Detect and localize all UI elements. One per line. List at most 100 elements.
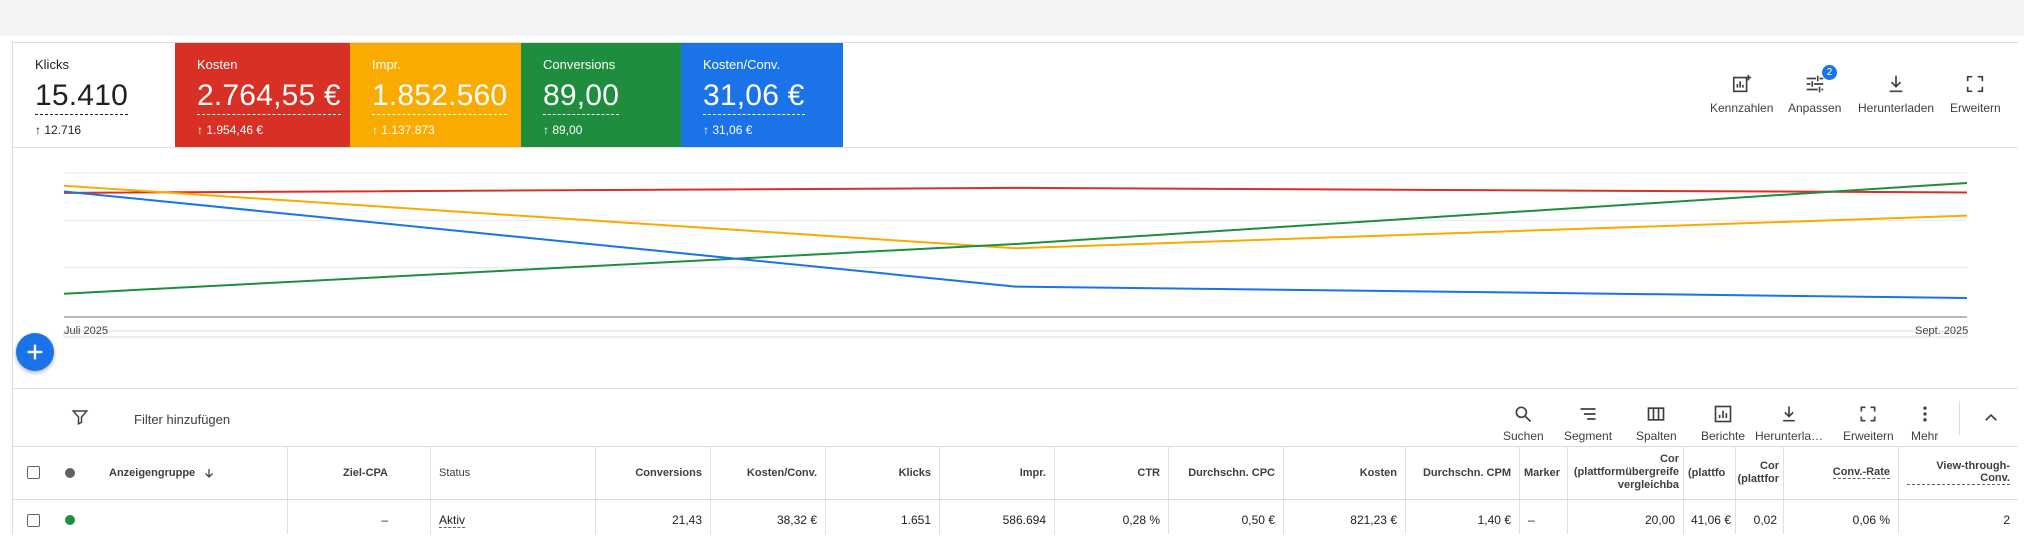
header-conv-value-cross-platform[interactable]: Cor (plattfor (1736, 446, 1784, 499)
header-marker[interactable]: Marker (1520, 446, 1568, 499)
filter-bar: Filter hinzufügen Suchen Segment Spalten… (13, 388, 2018, 447)
row-cost-per-conversion: 38,32 € (711, 500, 826, 534)
download-icon (1889, 75, 1903, 93)
collapse-chevron-icon[interactable] (1982, 409, 2000, 427)
search-button[interactable]: Suchen (1503, 404, 1544, 443)
scorecard-value: 15.410 (35, 78, 128, 115)
header-avg-cpc[interactable]: Durchschn. CPC (1169, 446, 1284, 499)
row-status[interactable]: Aktiv (431, 500, 596, 534)
series-line-conversions[interactable] (63, 181, 1968, 295)
scorecard-impressions[interactable]: Impr. 1.852.560 ↑ 1.137.873 (350, 43, 521, 147)
row-impressions: 586.694 (940, 500, 1055, 534)
row-marker: – (1520, 500, 1568, 534)
expand-icon (1860, 406, 1876, 422)
series-line-kosten-conv-[interactable] (63, 190, 1968, 299)
header-view-through-conversions[interactable]: View-through-Conv. (1899, 446, 2018, 499)
metrics-button[interactable]: Kennzahlen (1710, 73, 1773, 115)
more-icon (1923, 406, 1927, 422)
segment-button[interactable]: Segment (1564, 404, 1612, 443)
row-cost-cross-platform: 41,06 € (1684, 500, 1736, 534)
header-status-dot-cell (65, 446, 95, 499)
header-cost-per-conversion[interactable]: Kosten/Conv. (711, 446, 826, 499)
segment-icon (1580, 408, 1596, 420)
expand-label: Erweitern (1950, 101, 2001, 115)
sort-arrow-down-icon (205, 468, 214, 478)
columns-icon (1648, 407, 1665, 421)
top-strip (0, 0, 2024, 36)
scorecard-value: 89,00 (543, 78, 620, 115)
download-table-button[interactable]: Herunterla… (1755, 404, 1823, 443)
header-line: vergleichba (1617, 479, 1679, 491)
header-impressions[interactable]: Impr. (940, 446, 1055, 499)
toolbar-label: Herunterla… (1755, 429, 1824, 443)
row-avg-cpc: 0,50 € (1169, 500, 1284, 534)
row-ctr: 0,28 % (1055, 500, 1169, 534)
scorecard-delta: ↑ 1.954,46 € (197, 123, 264, 137)
scorecard-label: Kosten/Conv. (703, 57, 781, 72)
header-conversion-rate[interactable]: Conv.-Rate (1784, 446, 1899, 499)
toolbar-label: Erweitern (1843, 429, 1894, 443)
metrics-label: Kennzahlen (1710, 101, 1774, 115)
tune-icon (1806, 75, 1823, 93)
header-line: (plattformübergreife (1573, 466, 1679, 478)
scorecard-delta: ↑ 12.716 (35, 123, 82, 137)
series-line-kosten[interactable] (63, 186, 1968, 194)
status-dot-icon (65, 515, 75, 525)
scorecard-label: Klicks (35, 57, 69, 72)
header-status[interactable]: Status (431, 446, 596, 499)
adjust-label: Anpassen (1788, 101, 1842, 115)
scorecard-conversions[interactable]: Conversions 89,00 ↑ 89,00 (521, 43, 681, 147)
toolbar-divider (1959, 401, 1960, 435)
header-avg-cpm[interactable]: Durchschn. CPM (1406, 446, 1520, 499)
header-adgroup[interactable]: Anzeigengruppe (95, 446, 288, 499)
adjust-button[interactable]: 2 Anpassen (1788, 65, 1842, 115)
more-button[interactable]: Mehr (1911, 404, 1938, 443)
add-filter-link[interactable]: Filter hinzufügen (134, 412, 231, 427)
add-fab-button[interactable] (16, 333, 54, 371)
date-range-bar[interactable] (63, 330, 1968, 338)
reports-icon (1714, 405, 1732, 423)
scorecard-clicks[interactable]: Klicks 15.410 ↑ 12.716 (13, 43, 175, 147)
download-chart-button[interactable]: Herunterladen (1858, 73, 1934, 115)
row-clicks: 1.651 (826, 500, 940, 534)
scorecard-value: 1.852.560 (372, 78, 508, 115)
reports-button[interactable]: Berichte (1701, 404, 1745, 443)
scorecards: Klicks 15.410 ↑ 12.716 Kosten 2.764,55 €… (13, 43, 2018, 148)
row-conv-value-cross-platform: 0,02 (1736, 500, 1784, 534)
scorecard-label: Conversions (543, 57, 616, 72)
toolbar-label: Segment (1564, 429, 1613, 443)
filter-icon[interactable] (71, 408, 89, 426)
table-row[interactable]: – Aktiv 21,43 38,32 € 1.651 586.694 0,28… (13, 500, 2018, 534)
status-dot-icon (65, 467, 75, 478)
row-conversions-cross-platform: 20,00 (1568, 500, 1684, 534)
header-target-cpa[interactable]: Ziel-CPA (288, 446, 431, 499)
scorecard-delta: ↑ 89,00 (543, 123, 583, 137)
header-adgroup-label: Anzeigengruppe (109, 466, 196, 479)
scorecard-delta: ↑ 31,06 € (703, 123, 753, 137)
header-conversions[interactable]: Conversions (596, 446, 711, 499)
row-adgroup[interactable] (95, 500, 288, 534)
header-conversions-cross-platform[interactable]: Cor (plattformübergreife vergleichba (1568, 446, 1684, 499)
series-line-impr-[interactable] (63, 184, 1968, 250)
scorecard-cost[interactable]: Kosten 2.764,55 € ↑ 1.954,46 € (175, 43, 350, 147)
table-header: Anzeigengruppe Ziel-CPA Status Conversio… (13, 446, 2018, 500)
expand-icon (1967, 75, 1984, 93)
expand-chart-button[interactable]: Erweitern (1950, 73, 2001, 115)
x-axis-end-label: Sept. 2025 (1915, 325, 1969, 337)
header-cost-cross-platform[interactable]: (plattfo (1684, 446, 1736, 499)
header-ctr[interactable]: CTR (1055, 446, 1169, 499)
scorecard-cost-per-conversion[interactable]: Kosten/Conv. 31,06 € ↑ 31,06 € (681, 43, 843, 147)
header-cost[interactable]: Kosten (1284, 446, 1406, 499)
header-clicks[interactable]: Klicks (826, 446, 940, 499)
row-view-through-conversions: 2 (2003, 513, 2010, 527)
expand-table-button[interactable]: Erweitern (1843, 404, 1894, 443)
header-view-through-label: View-through-Conv. (1907, 460, 2010, 485)
select-all-checkbox[interactable] (27, 466, 40, 479)
toolbar-label: Spalten (1636, 429, 1677, 443)
row-cost: 821,23 € (1284, 500, 1406, 534)
columns-button[interactable]: Spalten (1636, 404, 1677, 443)
add-chart-icon (1732, 74, 1751, 93)
header-line: Cor (1660, 453, 1679, 465)
row-checkbox[interactable] (27, 513, 40, 527)
row-status-label: Aktiv (439, 512, 466, 528)
